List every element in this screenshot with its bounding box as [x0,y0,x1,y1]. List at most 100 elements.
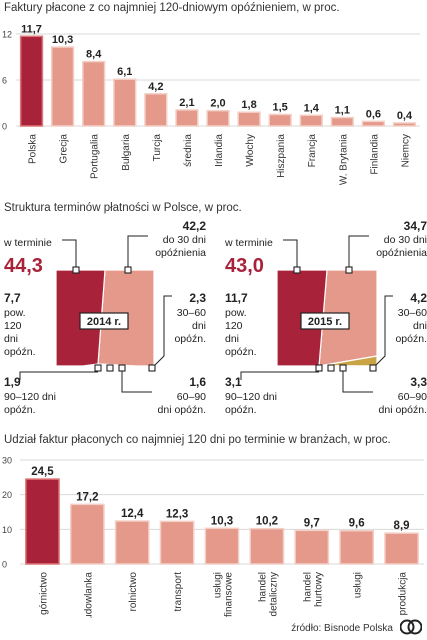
x-tick-label: Irlandia [214,134,225,167]
x-tick-label: usługi [353,572,364,598]
publisher-logo [400,619,422,635]
x-tick-label: Polska [28,134,39,164]
annotation: 90–120 dni [4,391,56,403]
year-badge-box [79,312,129,330]
bar [25,478,60,565]
bar [392,122,417,127]
value-label: 44,3 [4,255,43,277]
annotation: opóźn. [4,346,36,358]
annotation: opóźn. [174,333,206,345]
value-label: 4,2 [410,291,427,305]
x-tick-label: transport [173,572,184,612]
pointer-marker [94,364,102,372]
annotation: w terminie [224,237,273,249]
annotation: 30–60 [398,307,427,319]
data-label: 6,1 [117,66,132,78]
chart-title: Udział faktur płaconych co najmniej 120 … [4,434,391,446]
year-label: 2014 r. [87,316,121,328]
annotation: dni [192,320,206,332]
annotation: 60–90 [398,391,427,403]
x-tick-label: Francja [307,134,318,168]
value-label: 34,7 [404,219,427,233]
pointer-marker [148,364,156,372]
annotation: 30–60 [177,307,206,319]
y-tick-label: 0 [2,560,7,570]
leader-line [348,235,369,269]
bar [299,114,323,127]
y-tick-label: 30 [2,456,12,466]
pointer-marker [315,364,323,372]
bar [175,109,199,127]
bar [50,46,75,127]
x-tick-label: W. Brytania [338,134,349,186]
delayed-invoices-by-industry-chart: Udział faktur płaconych co najmniej 120 … [2,434,424,618]
year-label: 2015 r. [308,316,342,328]
data-label: 9,6 [349,518,365,530]
data-label: 4,2 [148,81,163,93]
x-tick-label: finansowe [224,572,235,617]
pointer-marker [327,364,335,372]
annotation: pow. [225,307,247,319]
year-badge-box [300,312,350,330]
x-tick-label: Grecja [59,134,70,164]
bar [69,503,105,565]
annotation: opóźn. [4,404,36,416]
data-label: 1,1 [335,105,350,117]
leader-line [127,235,148,269]
data-label: 1,5 [273,102,288,114]
bar [294,529,330,565]
data-label: 8,4 [86,49,102,61]
payment-structure-poland-chart: Struktura terminów płatności w Polsce, w… [3,202,427,416]
bar [249,527,285,565]
value-label: 42,2 [183,219,207,233]
pointer-marker [369,364,377,372]
annotation: 120 [225,320,243,332]
chart-title: Faktury płacone z co najmniej 120-dniowy… [4,2,340,14]
annotation: dni [225,333,239,345]
value-label: 1,9 [4,375,21,389]
bar [113,78,137,127]
annotation: dni [4,333,18,345]
x-tick-label: budowlanka [83,572,94,618]
annotation: dni [413,320,427,332]
pointer-marker [72,266,80,274]
x-tick-label: średnia [183,134,194,167]
data-label: 10,3 [52,34,73,46]
pie-frame [276,269,378,367]
bar [114,520,150,565]
annotation: opóźn. [225,346,257,358]
bar [384,532,419,565]
bar [206,109,230,127]
annotation: 90–120 dni [225,391,277,403]
x-tick-label: handel [257,572,268,602]
data-label: 12,4 [121,508,144,520]
pointer-marker [118,364,126,372]
bar [159,520,195,565]
x-tick-label: Bułgaria [121,134,132,171]
annotation: w terminie [3,237,52,249]
data-label: 10,2 [256,516,278,528]
x-tick-label: górnictwo [38,572,49,615]
pointer-marker [106,364,114,372]
data-label: 12,3 [166,508,188,520]
data-label: 24,5 [31,466,54,478]
leader-line [62,239,77,269]
annotation: 60–90 [177,391,206,403]
y-tick-label: 12 [2,30,12,40]
x-tick-label: Włochy [245,134,256,167]
annotation: do 30 dni [384,234,427,246]
bar [144,93,168,127]
data-label: 11,7 [21,23,42,35]
leader-line [372,295,393,369]
value-label: 3,1 [225,375,242,389]
source-note: źródło: Bisnode Polska [291,623,393,634]
y-tick-label: 20 [2,490,12,500]
leader-line [240,371,319,380]
x-tick-label: handel [302,572,313,602]
bar [361,120,386,127]
data-label: 1,4 [304,102,320,114]
bar [339,529,375,565]
delayed-invoices-by-country-chart: Faktury płacone z co najmniej 120-dniowy… [2,2,420,186]
annotation: dni opóźn. [379,404,427,416]
annotation: 120 [4,320,22,332]
